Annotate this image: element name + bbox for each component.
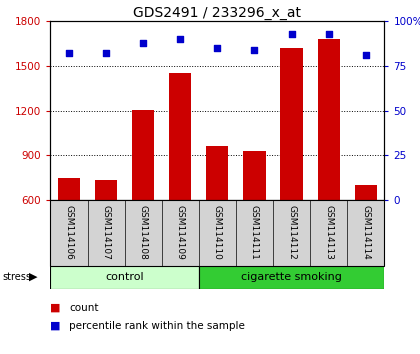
Text: GSM114106: GSM114106 [64,205,74,260]
Point [251,47,258,53]
Bar [58,178,80,200]
Point [288,31,295,36]
Text: ▶: ▶ [29,272,37,282]
Bar [132,110,154,200]
Text: GSM114111: GSM114111 [250,205,259,260]
Point [140,40,147,46]
Text: GSM114114: GSM114114 [361,205,370,260]
Point [177,36,184,42]
Text: count: count [69,303,99,313]
Text: GSM114108: GSM114108 [139,205,148,260]
Bar [354,185,377,200]
Bar [169,73,192,200]
Bar [199,266,384,289]
Bar [50,266,199,289]
Point [214,45,221,51]
Text: percentile rank within the sample: percentile rank within the sample [69,321,245,331]
Bar [95,180,117,200]
Bar [243,151,265,200]
Text: GSM114107: GSM114107 [102,205,110,260]
Text: stress: stress [2,272,31,282]
Point [362,52,369,58]
Text: GSM114112: GSM114112 [287,205,296,260]
Bar [318,39,340,200]
Bar [206,147,228,200]
Title: GDS2491 / 233296_x_at: GDS2491 / 233296_x_at [134,6,302,20]
Text: ■: ■ [50,303,61,313]
Bar [281,48,303,200]
Text: ■: ■ [50,321,61,331]
Point [66,51,72,56]
Point [326,31,332,36]
Point [103,51,110,56]
Text: control: control [105,272,144,282]
Text: cigarette smoking: cigarette smoking [241,272,342,282]
Text: GSM114110: GSM114110 [213,205,222,260]
Text: GSM114109: GSM114109 [176,205,185,260]
Text: GSM114113: GSM114113 [324,205,333,260]
